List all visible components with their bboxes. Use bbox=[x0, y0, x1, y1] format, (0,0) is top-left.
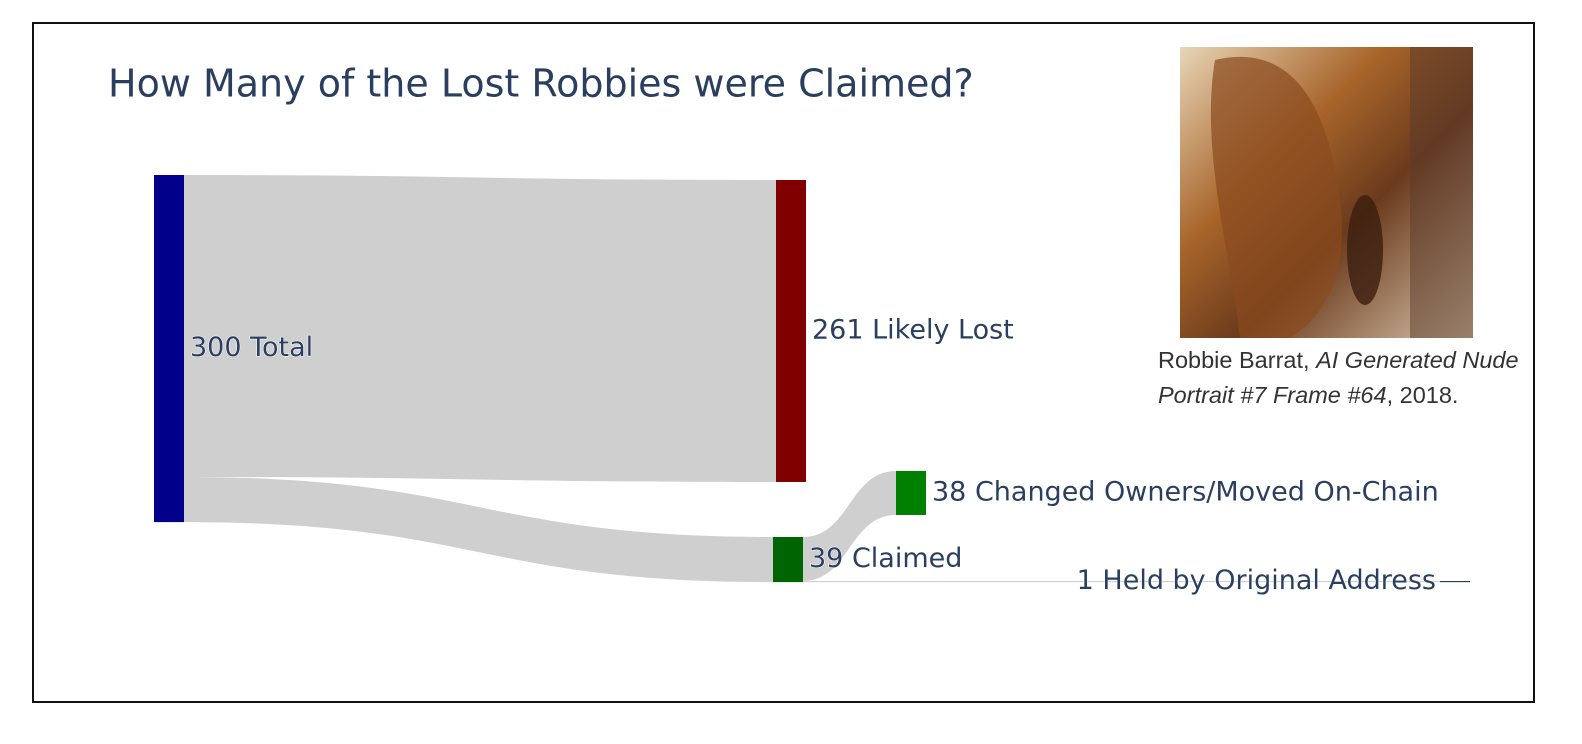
chart-title: How Many of the Lost Robbies were Claime… bbox=[108, 62, 974, 106]
node-label: 1 Held by Original Address bbox=[1077, 565, 1436, 596]
node bbox=[773, 537, 803, 583]
caption-rest: , 2018. bbox=[1386, 382, 1459, 408]
node bbox=[154, 175, 184, 523]
node bbox=[1440, 581, 1470, 583]
link bbox=[184, 476, 773, 583]
link bbox=[803, 471, 896, 581]
node bbox=[896, 471, 926, 515]
node-label: 39 Claimed bbox=[809, 543, 962, 574]
link bbox=[184, 175, 776, 482]
node bbox=[776, 180, 806, 482]
caption-work: AI Generated Nude Portrait #7 Frame #64 bbox=[1158, 347, 1519, 408]
artwork bbox=[1180, 47, 1473, 338]
caption: Robbie Barrat, AI Generated Nude Portrai… bbox=[1158, 343, 1533, 413]
node-label: 261 Likely Lost bbox=[812, 314, 1014, 345]
node-label: 300 Total bbox=[190, 332, 313, 363]
node-label: 38 Changed Owners/Moved On-Chain bbox=[932, 476, 1439, 507]
frame bbox=[32, 22, 1535, 703]
link bbox=[803, 580, 1440, 583]
caption-author: Robbie Barrat, bbox=[1158, 347, 1310, 373]
